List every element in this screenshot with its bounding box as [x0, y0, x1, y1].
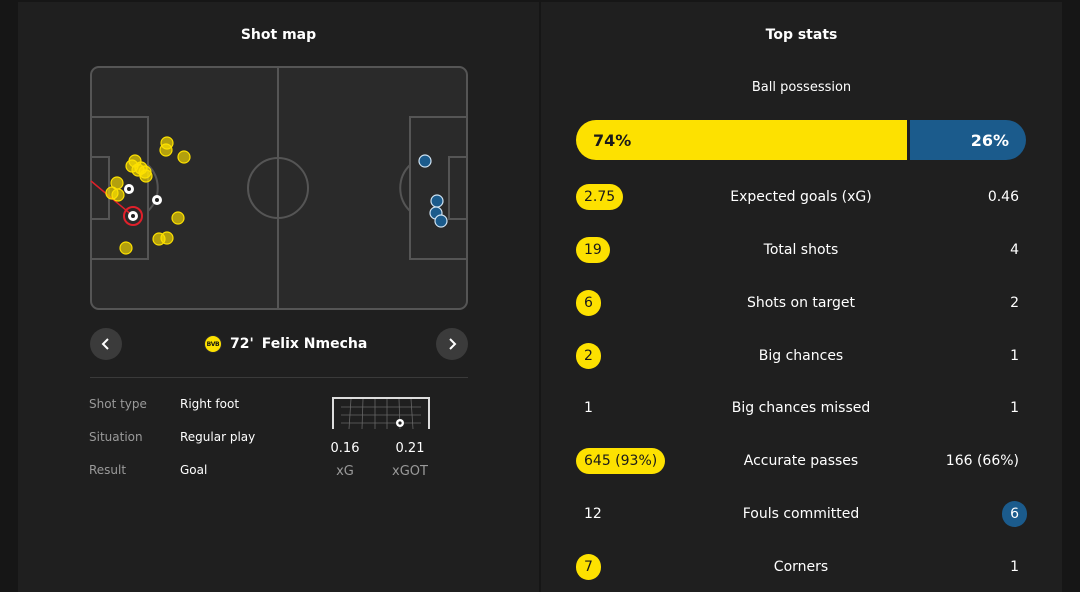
possession-home: 74% — [576, 120, 907, 160]
away-shot-marker — [418, 154, 432, 168]
top-stats-title: Top stats — [765, 27, 838, 43]
home-shot-marker — [177, 150, 191, 164]
stat-away-value: 1 — [1010, 348, 1019, 364]
selected-shot-marker — [123, 206, 143, 226]
stat-label: Fouls committed — [742, 506, 860, 522]
detail-value: Regular play — [180, 430, 256, 444]
home-shot-marker — [159, 143, 173, 157]
stat-away-value: 1 — [1010, 400, 1019, 416]
stat-label: Expected goals (xG) — [730, 189, 872, 205]
stat-row: 7 Corners 1 — [541, 554, 1062, 582]
stat-away-value: 6 — [1002, 501, 1027, 527]
chevron-right-icon — [449, 338, 457, 350]
away-shot-marker — [430, 194, 444, 208]
selected-shot-ball-center — [131, 214, 135, 218]
shot-minute: 72' — [230, 336, 254, 352]
stat-label: Big chances missed — [731, 400, 871, 416]
possession-bar: 74% 26% — [576, 120, 1026, 160]
home-shot-marker — [111, 188, 125, 202]
xg-value: 0.16 — [330, 441, 360, 456]
xg-label: xG — [336, 464, 354, 479]
next-shot-button[interactable] — [436, 328, 468, 360]
home-shot-marker — [119, 241, 133, 255]
club-badge-icon: BVB — [204, 335, 222, 353]
xgot-value: 0.21 — [395, 441, 425, 456]
stat-row: 12 Fouls committed 6 — [541, 501, 1062, 529]
top-stats-panel: Top stats Ball possession 74% 26% 2.75 Ex… — [541, 2, 1062, 592]
shot-map-panel: Shot map BVB 72' Felix Nmecha — [18, 2, 539, 592]
detail-value: Right foot — [180, 397, 240, 411]
stat-home-value: 7 — [576, 554, 601, 580]
goal-frame-icon — [332, 397, 430, 430]
stat-away-value: 4 — [1010, 242, 1019, 258]
detail-label: Result — [89, 463, 127, 477]
stat-label: Accurate passes — [743, 453, 859, 469]
possession-label: Ball possession — [751, 80, 852, 95]
stat-row: 19 Total shots 4 — [541, 237, 1062, 265]
stat-label: Total shots — [763, 242, 839, 258]
stat-home-value: 2.75 — [576, 184, 624, 210]
stat-label: Shots on target — [746, 295, 855, 311]
stat-home-value: 645 (93%) — [576, 448, 666, 474]
chevron-left-icon — [101, 338, 109, 350]
stat-away-value: 0.46 — [987, 189, 1019, 205]
xgot-label: xGOT — [392, 464, 428, 479]
goal-ball-icon-center — [127, 187, 131, 191]
stat-label: Big chances — [758, 348, 844, 364]
stat-row: 645 (93%) Accurate passes 166 (66%) — [541, 448, 1062, 476]
detail-value: Goal — [180, 463, 208, 477]
stat-away-value: 2 — [1010, 295, 1019, 311]
previous-shot-button[interactable] — [90, 328, 122, 360]
stat-label: Corners — [773, 559, 829, 575]
away-shot-marker — [434, 214, 448, 228]
stat-row: 6 Shots on target 2 — [541, 290, 1062, 318]
possession-away: 26% — [910, 120, 1026, 160]
stat-row: 1 Big chances missed 1 — [541, 395, 1062, 423]
selected-shot-info: BVB 72' Felix Nmecha — [204, 332, 367, 356]
stat-home-value: 2 — [576, 343, 601, 369]
stat-home-value: 12 — [584, 506, 602, 522]
stat-row: 2.75 Expected goals (xG) 0.46 — [541, 184, 1062, 212]
stat-home-value: 6 — [576, 290, 601, 316]
football-icon — [396, 419, 404, 427]
stat-home-value: 19 — [576, 237, 610, 263]
goal-ball-icon-center — [155, 198, 159, 202]
detail-label: Situation — [89, 430, 143, 444]
stat-away-value: 166 (66%) — [945, 453, 1019, 469]
detail-label: Shot type — [89, 397, 147, 411]
stat-home-value: 1 — [584, 400, 593, 416]
home-shot-marker — [138, 165, 152, 179]
shot-player-name: Felix Nmecha — [261, 336, 368, 352]
stat-away-value: 1 — [1010, 559, 1019, 575]
stat-row: 2 Big chances 1 — [541, 343, 1062, 371]
shot-map-title: Shot map — [240, 27, 317, 43]
home-shot-marker — [152, 232, 166, 246]
home-shot-marker — [171, 211, 185, 225]
shot-map-pitch[interactable] — [90, 66, 468, 310]
divider — [90, 377, 468, 378]
